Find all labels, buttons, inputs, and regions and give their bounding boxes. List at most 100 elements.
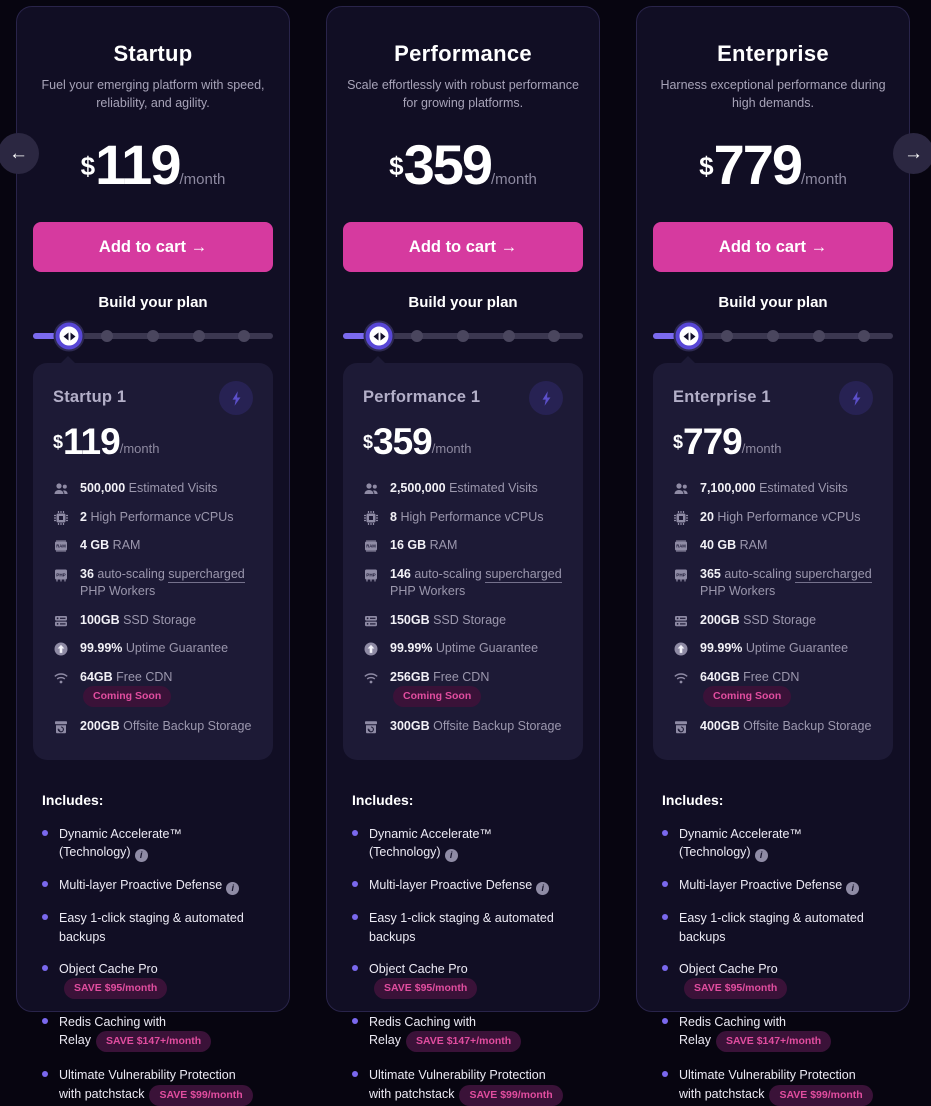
tier-panel: Startup 1 $ 119 /month 500,000 Estimated… [33, 356, 273, 761]
spec-underlined-term[interactable]: supercharged [485, 566, 562, 583]
handle-left-arrow-icon [373, 332, 378, 341]
tier-price: $ 779 /month [673, 421, 873, 463]
ssd-storage-icon [53, 613, 69, 629]
slider-stop[interactable] [767, 330, 779, 343]
slider-handle[interactable] [55, 322, 83, 350]
price-period: /month [179, 171, 226, 189]
slider-handle[interactable] [365, 322, 393, 350]
slider-stop[interactable] [411, 330, 424, 343]
slider-stop[interactable] [192, 330, 205, 343]
slider-fill [33, 333, 72, 340]
php-workers-icon [363, 567, 379, 583]
info-icon[interactable]: i [134, 849, 148, 863]
add-to-cart-button[interactable]: Add to cart → [343, 222, 583, 273]
spec-label: High Performance vCPUs [717, 509, 861, 524]
slider-fill [343, 333, 382, 340]
tier-price-amount: 779 [683, 421, 743, 463]
save-badge: SAVE $95/month [374, 977, 478, 1000]
php-workers-icon [673, 567, 689, 583]
tier-price-amount: 119 [63, 421, 121, 463]
plan-tier-slider[interactable] [33, 322, 273, 350]
save-badge: SAVE $95/month [64, 977, 168, 1000]
spec-row-vcpus: 20 High Performance vCPUs [673, 509, 873, 527]
spec-value: 100GB [80, 612, 120, 627]
info-icon[interactable]: i [754, 849, 768, 863]
plan-tagline: Fuel your emerging platform with speed, … [41, 78, 265, 111]
plan-tier-slider[interactable] [653, 322, 893, 350]
info-icon[interactable]: i [536, 882, 550, 896]
currency-symbol: $ [699, 151, 714, 182]
includes-item: Object Cache ProSAVE $95/month [42, 960, 264, 1000]
add-to-cart-button[interactable]: Add to cart → [33, 222, 273, 273]
plan-card-performance: Performance Scale effortlessly with robu… [326, 6, 600, 1106]
slider-stop[interactable] [238, 330, 251, 343]
includes-section: Includes: Dynamic Accelerate™ (Technolog… [343, 792, 583, 1106]
lightning-bolt-icon [839, 381, 873, 416]
info-icon[interactable]: i [444, 849, 458, 863]
spec-row-visits: 2,500,000 Estimated Visits [363, 480, 563, 498]
spec-label: auto-scaling [724, 566, 792, 581]
slider-fill [653, 333, 692, 340]
add-to-cart-button[interactable]: Add to cart → [653, 222, 893, 273]
currency-symbol: $ [673, 432, 684, 453]
prev-plans-button[interactable]: ← [0, 133, 39, 174]
cdn-wifi-icon [673, 670, 689, 686]
includes-item: Redis Caching with Relay SAVE $147+/month [662, 1013, 884, 1053]
slider-stop[interactable] [101, 330, 114, 343]
includes-title: Includes: [662, 792, 724, 809]
bullet-dot [42, 964, 48, 971]
spec-row-backup: 300GB Offsite Backup Storage [363, 718, 563, 736]
includes-item-label: Easy 1-click staging & automated backups [59, 911, 244, 944]
tier-name: Performance 1 [363, 388, 481, 407]
spec-underlined-term[interactable]: supercharged [168, 566, 245, 583]
save-badge: SAVE $147+/month [95, 1031, 212, 1053]
handle-right-arrow-icon [380, 332, 385, 341]
next-plans-button[interactable]: → [893, 133, 931, 174]
spec-label: High Performance vCPUs [90, 509, 234, 524]
includes-list: Dynamic Accelerate™ (Technology) i Multi-… [662, 825, 884, 1106]
spec-value: 99.99% [390, 641, 433, 656]
spec-underlined-term[interactable]: supercharged [795, 566, 872, 583]
plan-tier-slider[interactable] [343, 322, 583, 350]
handle-left-arrow-icon [683, 332, 688, 341]
slider-stop[interactable] [721, 330, 734, 343]
slider-stop[interactable] [812, 330, 825, 343]
spec-value: 2,500,000 [390, 481, 446, 496]
handle-right-arrow-icon [70, 332, 75, 341]
info-icon[interactable]: i [846, 882, 860, 896]
slider-stop[interactable] [548, 330, 561, 343]
ram-icon [673, 538, 689, 554]
info-icon[interactable]: i [226, 882, 240, 896]
slider-stop[interactable] [502, 330, 515, 343]
spec-label: RAM [739, 538, 768, 553]
spec-label: auto-scaling [414, 566, 482, 581]
build-your-plan-label: Build your plan [718, 294, 828, 312]
includes-item: Multi-layer Proactive Defense i [352, 876, 574, 896]
cdn-wifi-icon [363, 670, 379, 686]
slider-handle[interactable] [675, 322, 703, 350]
spec-value: 7,100,000 [700, 481, 756, 496]
spec-row-php-workers: 146 auto-scaling supercharged PHP Worker… [363, 566, 563, 601]
includes-item-label: Dynamic Accelerate™ (Technology) [59, 827, 182, 860]
includes-item: Object Cache ProSAVE $95/month [352, 960, 574, 1000]
spec-value: 400GB [700, 718, 740, 733]
currency-symbol: $ [389, 151, 404, 182]
includes-item: Object Cache ProSAVE $95/month [662, 960, 884, 1000]
plan-title: Performance [394, 41, 532, 66]
bullet-dot [42, 914, 48, 921]
slider-stop[interactable] [858, 330, 871, 343]
bullet-dot [42, 1018, 48, 1025]
price-period: /month [431, 441, 472, 457]
uptime-icon [363, 641, 379, 657]
spec-label: Uptime Guarantee [125, 641, 229, 656]
bullet-dot [352, 1071, 358, 1078]
includes-item: Redis Caching with Relay SAVE $147+/month [42, 1013, 264, 1053]
tier-price-amount: 359 [373, 421, 433, 463]
slider-stop[interactable] [457, 330, 469, 343]
includes-item-label: Multi-layer Proactive Defense [369, 878, 533, 893]
handle-right-arrow-icon [690, 332, 695, 341]
bullet-dot [352, 830, 358, 837]
includes-title: Includes: [352, 792, 414, 809]
slider-stop[interactable] [147, 330, 159, 343]
price-period: /month [491, 171, 537, 189]
